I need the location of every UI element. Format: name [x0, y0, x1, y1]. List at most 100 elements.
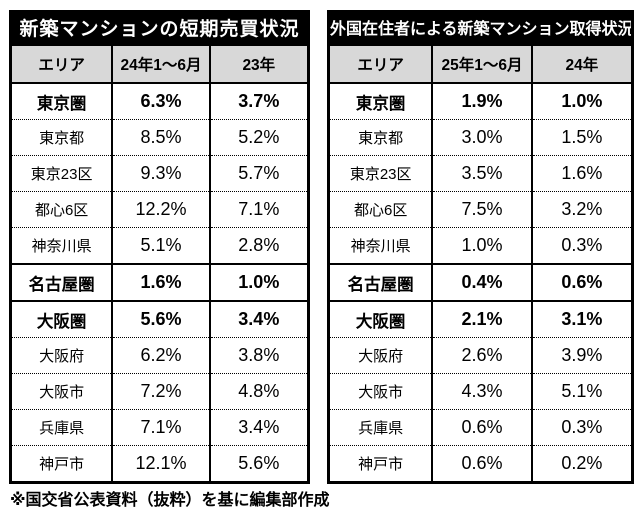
table-title-short-term-resale: 新築マンションの短期売買状況 — [12, 13, 307, 46]
value-cell: 1.0% — [208, 263, 307, 301]
value-cell: 12.1% — [111, 445, 210, 481]
value-cell: 1.9% — [431, 83, 532, 120]
value-cell: 5.2% — [208, 119, 307, 156]
value-cell: 3.0% — [431, 119, 532, 156]
value-cell: 5.1% — [111, 227, 210, 264]
header-row: エリア 24年1～6月 23年 — [12, 46, 307, 84]
table-row: 神戸市 0.6% 0.2% — [330, 445, 631, 481]
value-cell: 5.6% — [208, 445, 307, 481]
column-header: エリア — [330, 46, 433, 84]
area-cell: 名古屋圏 — [12, 263, 113, 301]
table-row: 神戸市 12.1% 5.6% — [12, 445, 307, 481]
value-cell: 1.0% — [431, 227, 532, 264]
value-cell: 3.4% — [208, 300, 307, 338]
area-cell: 神奈川県 — [330, 227, 433, 264]
value-cell: 1.6% — [111, 263, 210, 301]
value-cell: 3.8% — [208, 337, 307, 374]
value-cell: 12.2% — [111, 191, 210, 228]
area-cell: 東京圏 — [12, 83, 113, 120]
value-cell: 0.2% — [530, 445, 631, 481]
table-row: 都心6区 7.5% 3.2% — [330, 191, 631, 228]
value-cell: 7.1% — [111, 409, 210, 446]
table-row: 大阪圏 2.1% 3.1% — [330, 300, 631, 338]
value-cell: 9.3% — [111, 155, 210, 192]
area-cell: 東京23区 — [12, 155, 113, 192]
table-row: 神奈川県 5.1% 2.8% — [12, 227, 307, 264]
value-cell: 5.1% — [530, 373, 631, 410]
value-cell: 4.3% — [431, 373, 532, 410]
table-row: 大阪府 6.2% 3.8% — [12, 337, 307, 374]
table-row: 東京都 3.0% 1.5% — [330, 119, 631, 156]
value-cell: 1.0% — [530, 83, 631, 120]
value-cell: 3.2% — [530, 191, 631, 228]
value-cell: 3.5% — [431, 155, 532, 192]
value-cell: 2.8% — [208, 227, 307, 264]
column-header: 24年 — [530, 46, 631, 84]
table-row: 名古屋圏 1.6% 1.0% — [12, 263, 307, 301]
table-row: 名古屋圏 0.4% 0.6% — [330, 263, 631, 301]
area-cell: 東京圏 — [330, 83, 433, 120]
table-row: 東京都 8.5% 5.2% — [12, 119, 307, 156]
value-cell: 3.1% — [530, 300, 631, 338]
value-cell: 7.1% — [208, 191, 307, 228]
header-row: エリア 25年1～6月 24年 — [330, 46, 631, 84]
value-cell: 0.3% — [530, 227, 631, 264]
table-row: 大阪市 4.3% 5.1% — [330, 373, 631, 410]
area-cell: 神戸市 — [12, 445, 113, 481]
value-cell: 0.6% — [431, 409, 532, 446]
value-cell: 3.4% — [208, 409, 307, 446]
area-cell: 兵庫県 — [330, 409, 433, 446]
value-cell: 7.2% — [111, 373, 210, 410]
area-cell: 大阪府 — [12, 337, 113, 374]
value-cell: 1.6% — [530, 155, 631, 192]
table-panel-foreign-acquisition: 外国在住者による新築マンション取得状況 エリア 25年1～6月 24年 東京圏 1.9… — [327, 10, 634, 484]
value-cell: 5.6% — [111, 300, 210, 338]
value-cell: 6.3% — [111, 83, 210, 120]
value-cell: 3.9% — [530, 337, 631, 374]
area-cell: 大阪市 — [330, 373, 433, 410]
area-cell: 都心6区 — [12, 191, 113, 228]
table-row: 都心6区 12.2% 7.1% — [12, 191, 307, 228]
value-cell: 3.7% — [208, 83, 307, 120]
area-cell: 大阪圏 — [12, 300, 113, 338]
value-cell: 5.7% — [208, 155, 307, 192]
table-row: 大阪府 2.6% 3.9% — [330, 337, 631, 374]
data-table-foreign-acquisition: エリア 25年1～6月 24年 東京圏 1.9% 1.0% 東京都 3.0% 1.5% 東京23… — [330, 46, 631, 481]
value-cell: 1.5% — [530, 119, 631, 156]
table-row: 東京圏 6.3% 3.7% — [12, 83, 307, 120]
value-cell: 2.1% — [431, 300, 532, 338]
column-header: 24年1～6月 — [111, 46, 210, 84]
table-title-foreign-acquisition: 外国在住者による新築マンション取得状況 — [330, 13, 631, 46]
value-cell: 0.4% — [431, 263, 532, 301]
area-cell: 東京都 — [12, 119, 113, 156]
value-cell: 2.6% — [431, 337, 532, 374]
value-cell: 0.3% — [530, 409, 631, 446]
value-cell: 6.2% — [111, 337, 210, 374]
table-row: 東京23区 3.5% 1.6% — [330, 155, 631, 192]
table-row: 兵庫県 0.6% 0.3% — [330, 409, 631, 446]
area-cell: 東京都 — [330, 119, 433, 156]
value-cell: 8.5% — [111, 119, 210, 156]
table-row: 神奈川県 1.0% 0.3% — [330, 227, 631, 264]
table-row: 大阪圏 5.6% 3.4% — [12, 300, 307, 338]
area-cell: 名古屋圏 — [330, 263, 433, 301]
column-header: 23年 — [208, 46, 307, 84]
table-row: 東京圏 1.9% 1.0% — [330, 83, 631, 120]
area-cell: 大阪府 — [330, 337, 433, 374]
area-cell: 兵庫県 — [12, 409, 113, 446]
value-cell: 0.6% — [431, 445, 532, 481]
area-cell: 東京23区 — [330, 155, 433, 192]
area-cell: 神戸市 — [330, 445, 433, 481]
area-cell: 大阪市 — [12, 373, 113, 410]
table-row: 兵庫県 7.1% 3.4% — [12, 409, 307, 446]
table-row: 大阪市 7.2% 4.8% — [12, 373, 307, 410]
value-cell: 0.6% — [530, 263, 631, 301]
area-cell: 都心6区 — [330, 191, 433, 228]
area-cell: 大阪圏 — [330, 300, 433, 338]
column-header: 25年1～6月 — [431, 46, 532, 84]
table-row: 東京23区 9.3% 5.7% — [12, 155, 307, 192]
column-header: エリア — [12, 46, 113, 84]
value-cell: 4.8% — [208, 373, 307, 410]
table-panel-short-term-resale: 新築マンションの短期売買状況 エリア 24年1～6月 23年 東京圏 6.3% 3.7%… — [9, 10, 310, 484]
